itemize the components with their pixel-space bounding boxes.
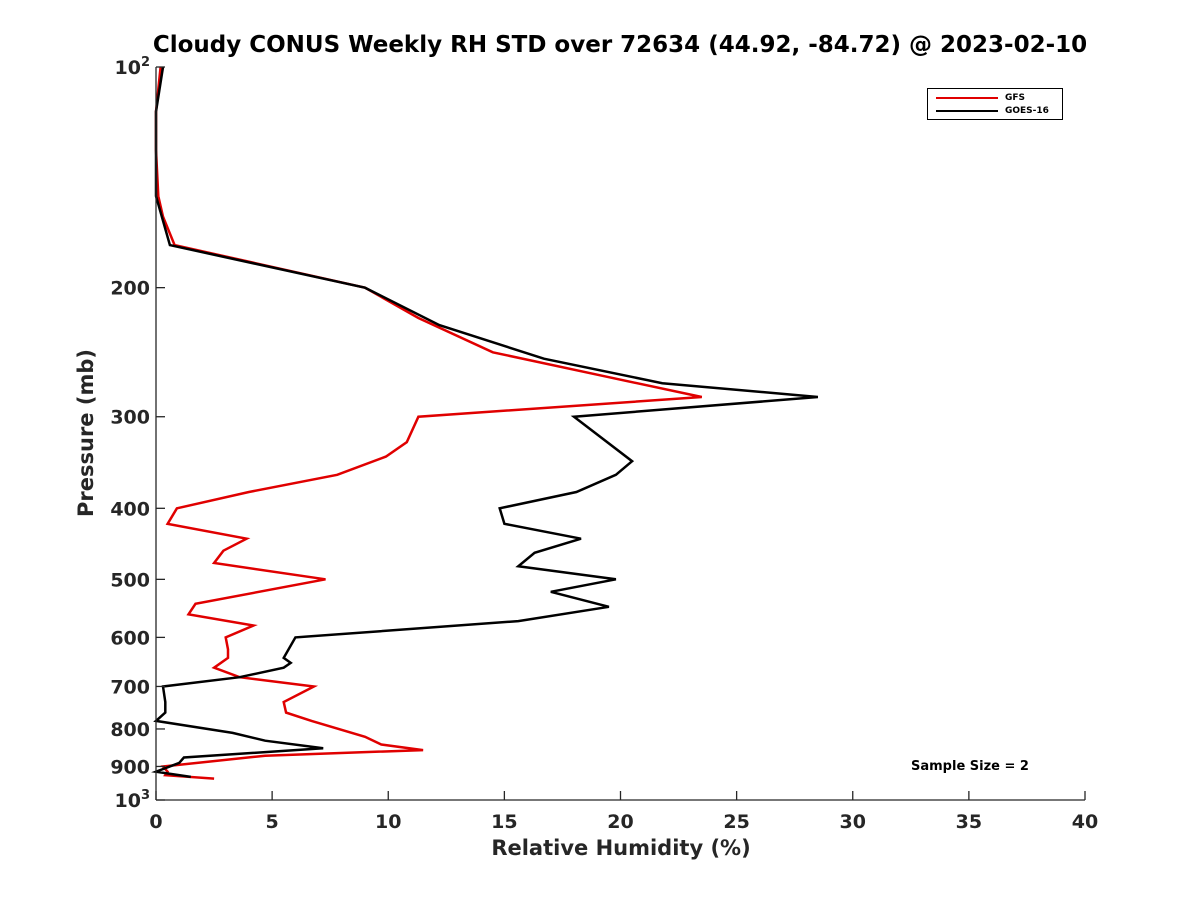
y-tick-label: 102	[115, 55, 151, 79]
y-tick-label: 800	[110, 719, 150, 741]
y-tick-label: 900	[110, 756, 150, 778]
legend-swatch-goes16	[936, 109, 998, 112]
x-tick-label: 15	[491, 811, 517, 833]
x-tick-label: 40	[1072, 811, 1098, 833]
x-tick-label: 35	[956, 811, 982, 833]
series-line-goes16	[151, 66, 819, 779]
x-tick-label: 0	[149, 811, 162, 833]
sample-size-annotation: Sample Size = 2	[911, 759, 1029, 774]
chart-title: Cloudy CONUS Weekly RH STD over 72634 (4…	[152, 32, 1088, 58]
y-axis-label: Pressure (mb)	[74, 349, 98, 517]
legend-entry-gfs: GFS	[936, 91, 1025, 104]
y-tick-label: 500	[110, 569, 150, 591]
y-tick-exponent: 2	[141, 55, 150, 70]
x-tick-label: 25	[723, 811, 749, 833]
legend-label-goes16: GOES-16	[1005, 105, 1049, 116]
chart-legend: GFS GOES-16	[927, 88, 1063, 120]
x-tick-label: 20	[607, 811, 633, 833]
series-curves	[151, 66, 819, 780]
x-tick-label: 5	[266, 811, 279, 833]
y-tick-label: 700	[110, 676, 150, 698]
y-tick-label: 400	[110, 498, 150, 520]
legend-label-gfs: GFS	[1005, 92, 1026, 103]
x-tick-label: 30	[840, 811, 866, 833]
legend-entry-goes16: GOES-16	[936, 104, 1049, 117]
y-tick-label: 200	[110, 278, 150, 300]
series-line-gfs	[154, 66, 703, 780]
y-tick-label: 300	[110, 407, 150, 429]
legend-swatch-gfs	[936, 96, 998, 99]
y-tick-exponent: 3	[141, 788, 150, 803]
x-tick-label: 10	[375, 811, 401, 833]
x-axis-label: Relative Humidity (%)	[491, 836, 751, 860]
chart-axes: 0 5 10 15 20 25 30 35 40 102 200 300 400 500 600 700 800…	[110, 55, 1098, 833]
y-tick-label: 600	[110, 627, 150, 649]
y-tick-label: 103	[115, 788, 151, 812]
